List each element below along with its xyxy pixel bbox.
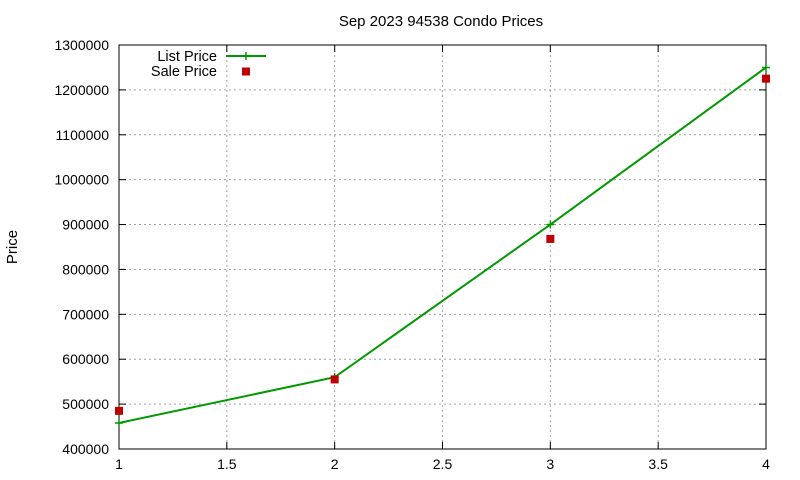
legend-marker-sale-price	[242, 67, 250, 76]
sale-price-point	[330, 375, 339, 384]
y-tick-label: 1100000	[56, 127, 110, 143]
list-price-point	[762, 63, 770, 72]
grid	[119, 45, 766, 449]
legend-marker-list-price	[242, 52, 250, 60]
x-tick-label: 2	[331, 456, 339, 472]
y-tick-label: 1300000	[54, 37, 109, 53]
sale-price-point	[115, 406, 123, 415]
y-axis-label: Price	[4, 230, 21, 264]
sale-price-point	[546, 234, 555, 243]
y-tick-label: 600000	[62, 351, 109, 367]
axis-ticks: 1 1.5 2 2.5 3 3.5 4 400000 500000 600000 700000 800…	[54, 37, 770, 472]
y-tick-label: 1200000	[54, 82, 109, 98]
y-tick-label: 400000	[62, 441, 109, 457]
y-tick-label: 900000	[62, 217, 109, 233]
list-price-line	[118, 66, 767, 424]
x-tick-label: 1	[115, 456, 123, 472]
legend-label-list-price: List Price	[157, 49, 217, 65]
legend: List Price Sale Price	[151, 49, 266, 80]
y-tick-label: 700000	[62, 306, 109, 322]
y-tick-label: 1000000	[54, 172, 109, 188]
plot-frame	[118, 44, 767, 450]
x-tick-label: 4	[762, 456, 770, 472]
y-tick-label: 800000	[62, 261, 109, 277]
legend-label-sale-price: Sale Price	[151, 64, 217, 80]
series-layer	[115, 63, 770, 427]
x-tick-label: 2.5	[433, 456, 453, 472]
list-price-point	[115, 418, 123, 427]
sale-price-point	[762, 74, 770, 83]
y-tick-label: 500000	[62, 396, 109, 412]
x-tick-label: 3	[546, 456, 554, 472]
x-tick-label: 3.5	[648, 456, 668, 472]
chart-title: Sep 2023 94538 Condo Prices	[339, 13, 543, 30]
x-tick-label: 1.5	[217, 456, 237, 472]
list-price-point	[546, 220, 555, 229]
